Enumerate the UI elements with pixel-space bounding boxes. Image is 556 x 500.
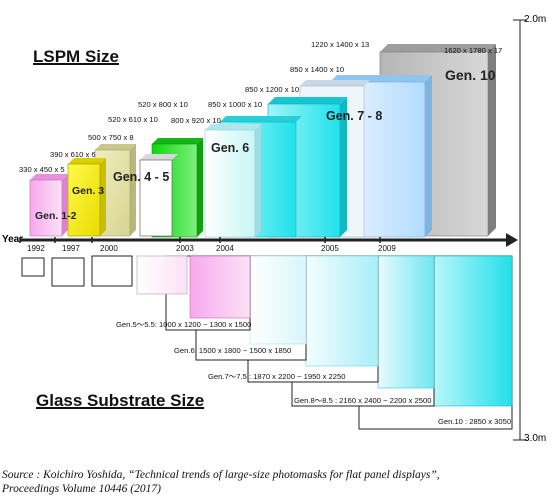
glass-gen5-fill (189, 255, 251, 319)
box-390x610-side (100, 158, 106, 236)
glass-size-label: Gen.7～7.5 : 1870 x 2200 ~ 1950 x 2250 (208, 372, 345, 381)
gen-label: Gen. 7 - 8 (326, 109, 382, 123)
box-520x610 (139, 159, 173, 237)
gen-label: Gen. 1-2 (35, 210, 77, 222)
glass-gen4-box (136, 255, 188, 295)
year-label: Year (2, 234, 23, 245)
lspm-boxes (29, 44, 496, 238)
glass-gen8-fill (377, 255, 435, 389)
box-850x1400-top (300, 80, 370, 86)
box-330x450-top (30, 174, 68, 180)
year-axis: Year 1992 1997 2000 2003 2004 2005 2009 (2, 233, 518, 253)
box-800x920-side (255, 124, 261, 237)
lspm-size-label: 390 x 610 x 6 (50, 150, 96, 159)
box-330x450 (29, 179, 63, 237)
glass-size-label: Gen.8～8.5 : 2160 x 2400 ~ 2200 x 2500 (294, 396, 431, 405)
box-1220-side (425, 75, 432, 237)
box-800x920 (204, 129, 256, 238)
generation-labels: Gen. 1-2 Gen. 3 Gen. 4 - 5 Gen. 6 Gen. 7… (35, 67, 496, 222)
scale-bottom-label: 3.0m (524, 433, 546, 444)
lspm-size-label: 1220 x 1400 x 13 (311, 40, 369, 49)
year-tick-label: 2003 (176, 244, 194, 253)
gen-label: Gen. 10 (445, 67, 496, 83)
glass-boxes (21, 255, 513, 430)
box-850x1200-side (340, 97, 347, 237)
box-gen10-side (488, 44, 496, 236)
glass-gen2-box (51, 257, 85, 287)
year-tick-label: 2009 (378, 244, 396, 253)
axis-arrow-head (506, 233, 518, 247)
lspm-size-label: 1620 x 1780 x 17 (444, 46, 502, 55)
glass-gen10-fill (433, 255, 513, 407)
box-850x1000-top (220, 116, 302, 122)
box-390x610-top (68, 158, 106, 164)
box-520x800-top (152, 138, 203, 144)
box-850x1200-top (268, 97, 347, 104)
source-line-1: Source : Koichiro Yoshida, “Technical tr… (2, 469, 440, 481)
right-scale: 2.0m 3.0m (513, 14, 546, 444)
lspm-size-label: 800 x 920 x 10 (171, 116, 221, 125)
year-tick-label: 1997 (62, 244, 80, 253)
lspm-size-title: LSPM Size (33, 47, 119, 66)
source-citation: Source : Koichiro Yoshida, “Technical tr… (2, 468, 554, 496)
lspm-size-label: 850 x 1400 x 10 (290, 65, 344, 74)
lspm-size-label: 520 x 800 x 10 (138, 100, 188, 109)
lspm-size-label: 500 x 750 x 8 (88, 133, 134, 142)
box-500x750-side (130, 144, 136, 236)
year-tick-label: 2005 (321, 244, 339, 253)
box-330x450-side (62, 174, 68, 236)
year-tick-label: 2004 (216, 244, 234, 253)
glass-size-label: Gen.6: 1500 x 1800 ~ 1500 x 1850 (174, 346, 291, 355)
glass-size-labels: Gen.5～5.5: 1000 x 1200 ~ 1300 x 1500 Gen… (116, 320, 511, 426)
glass-substrate-size-title: Glass Substrate Size (36, 391, 205, 410)
scale-top-label: 2.0m (524, 14, 546, 25)
glass-gen6-fill (249, 255, 307, 345)
box-520x800-side (197, 138, 203, 237)
lspm-size-label: 850 x 1200 x 10 (245, 85, 299, 94)
lspm-size-label: 850 x 1000 x 10 (208, 100, 262, 109)
glass-gen3-box (91, 255, 133, 287)
lspm-glass-diagram: 2.0m 3.0m (2, 14, 546, 444)
box-520x610-top (140, 154, 178, 160)
box-gen10-top (380, 44, 496, 52)
source-line-2: Proceedings Volume 10446 (2017) (2, 483, 161, 495)
box-390x610 (67, 163, 101, 237)
glass-size-label: Gen.5～5.5: 1000 x 1200 ~ 1300 x 1500 (116, 320, 251, 329)
box-500x750-top (95, 144, 136, 150)
glass-size-label: Gen.10 : 2850 x 3050 (438, 417, 511, 426)
lspm-size-label: 520 x 610 x 10 (108, 115, 158, 124)
lspm-size-labels: 330 x 450 x 5 390 x 610 x 6 500 x 750 x … (19, 40, 502, 174)
lspm-size-label: 330 x 450 x 5 (19, 165, 65, 174)
gen-label: Gen. 6 (211, 141, 249, 155)
year-tick-label: 2000 (100, 244, 118, 253)
glass-gen1-box (21, 257, 45, 277)
year-tick-label: 1992 (27, 244, 45, 253)
glass-gen7-fill (305, 255, 379, 367)
box-800x920-top (205, 124, 261, 130)
gen-label: Gen. 4 - 5 (113, 170, 169, 184)
gen-label: Gen. 3 (72, 185, 104, 197)
